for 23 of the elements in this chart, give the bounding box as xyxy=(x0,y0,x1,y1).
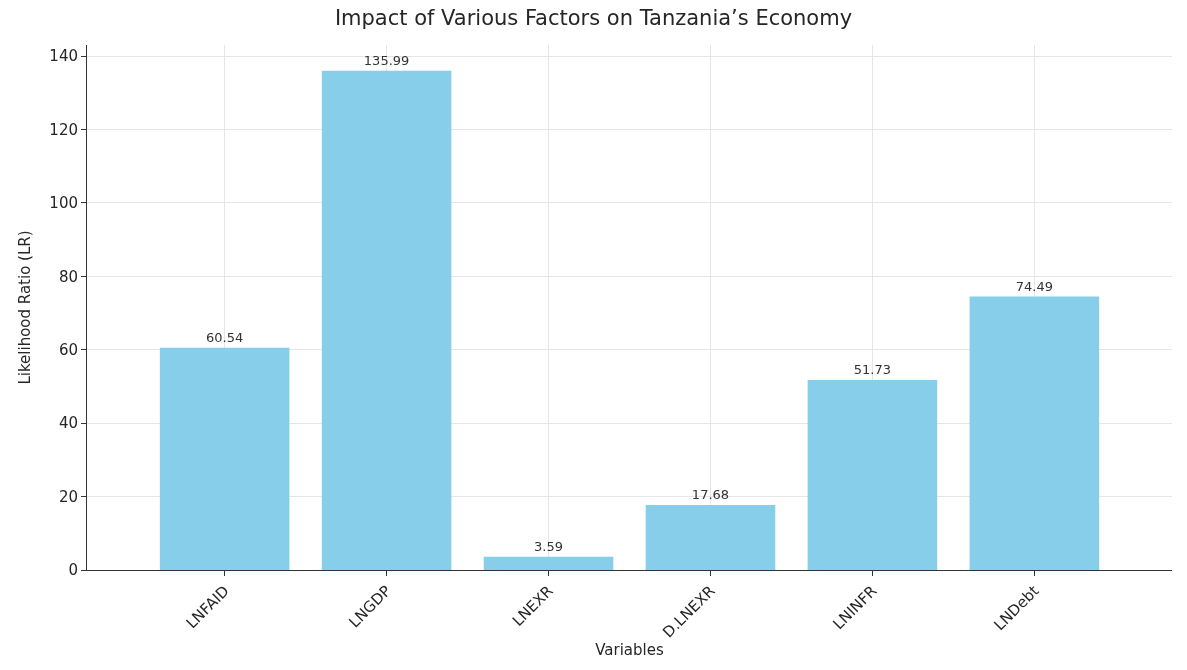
bar xyxy=(159,347,290,570)
data-label: 135.99 xyxy=(363,52,410,68)
y-tick-label: 140 xyxy=(49,47,78,66)
chart-title: Impact of Various Factors on Tanzania’s Economy xyxy=(334,5,853,30)
bar xyxy=(321,70,452,570)
data-label: 51.73 xyxy=(853,362,892,378)
y-tick-label: 80 xyxy=(58,267,78,286)
y-tick-label: 120 xyxy=(49,120,78,139)
y-tick-label: 100 xyxy=(49,194,78,213)
data-label: 3.59 xyxy=(534,538,564,554)
y-axis-title: Likelihood Ratio (LR) xyxy=(15,230,34,385)
y-tick-label: 60 xyxy=(58,340,78,359)
bar xyxy=(807,380,938,570)
bar xyxy=(483,556,614,570)
data-label: 74.49 xyxy=(1015,278,1053,294)
x-axis-title: Variables xyxy=(595,641,664,660)
y-tick-label: 0 xyxy=(68,561,78,580)
y-tick-label: 20 xyxy=(58,487,78,506)
bar xyxy=(645,505,776,570)
bar xyxy=(969,296,1100,570)
data-label: 17.68 xyxy=(691,487,730,503)
data-label: 60.54 xyxy=(206,329,244,345)
y-tick-label: 40 xyxy=(58,414,78,433)
